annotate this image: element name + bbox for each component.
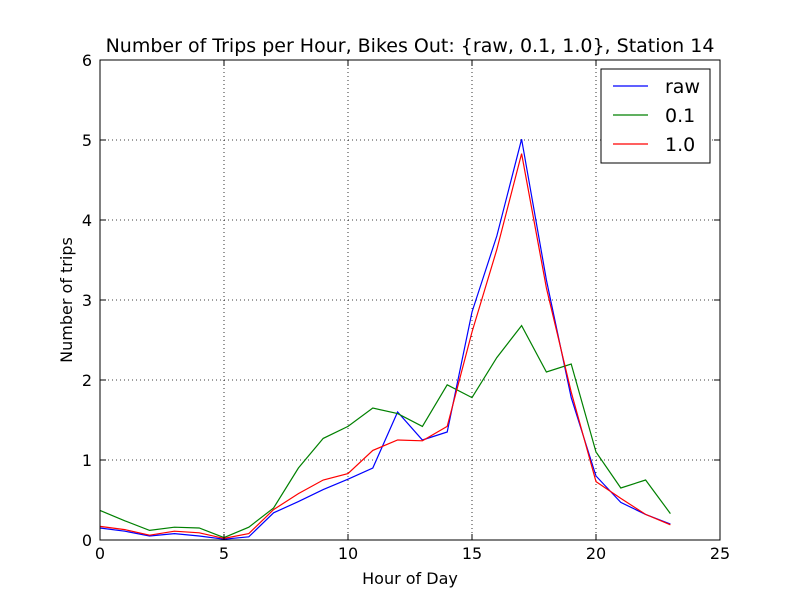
x-tick-label: 15: [462, 544, 482, 563]
x-tick-label: 5: [219, 544, 229, 563]
y-tick-label: 1: [82, 451, 92, 470]
x-tick-label: 0: [95, 544, 105, 563]
x-axis-label: Hour of Day: [362, 569, 458, 588]
legend-box: [600, 68, 711, 164]
y-tick-label: 3: [82, 291, 92, 310]
y-tick-label: 0: [82, 531, 92, 550]
legend-label: 1.0: [665, 134, 695, 156]
x-tick-label: 20: [586, 544, 606, 563]
ticks: 0 5 10 15 20 25 0 1 2 3 4 5 6: [82, 51, 730, 563]
series-line-1.0: [99, 153, 671, 540]
legend-label: raw: [665, 76, 700, 98]
x-tick-label: 10: [338, 544, 358, 563]
series-line-raw: [99, 139, 671, 540]
chart-title: Number of Trips per Hour, Bikes Out: {ra…: [106, 35, 715, 57]
y-axis-label: Number of trips: [57, 237, 76, 363]
legend-label: 0.1: [665, 105, 695, 127]
y-tick-label: 2: [82, 371, 92, 390]
y-tick-label: 4: [82, 211, 92, 230]
x-tick-label: 25: [710, 544, 730, 563]
series-line-0.1: [99, 324, 671, 539]
y-tick-label: 5: [82, 131, 92, 150]
series-layer: [99, 139, 671, 540]
y-tick-label: 6: [82, 51, 92, 70]
legend: raw 0.1 1.0: [600, 68, 711, 164]
